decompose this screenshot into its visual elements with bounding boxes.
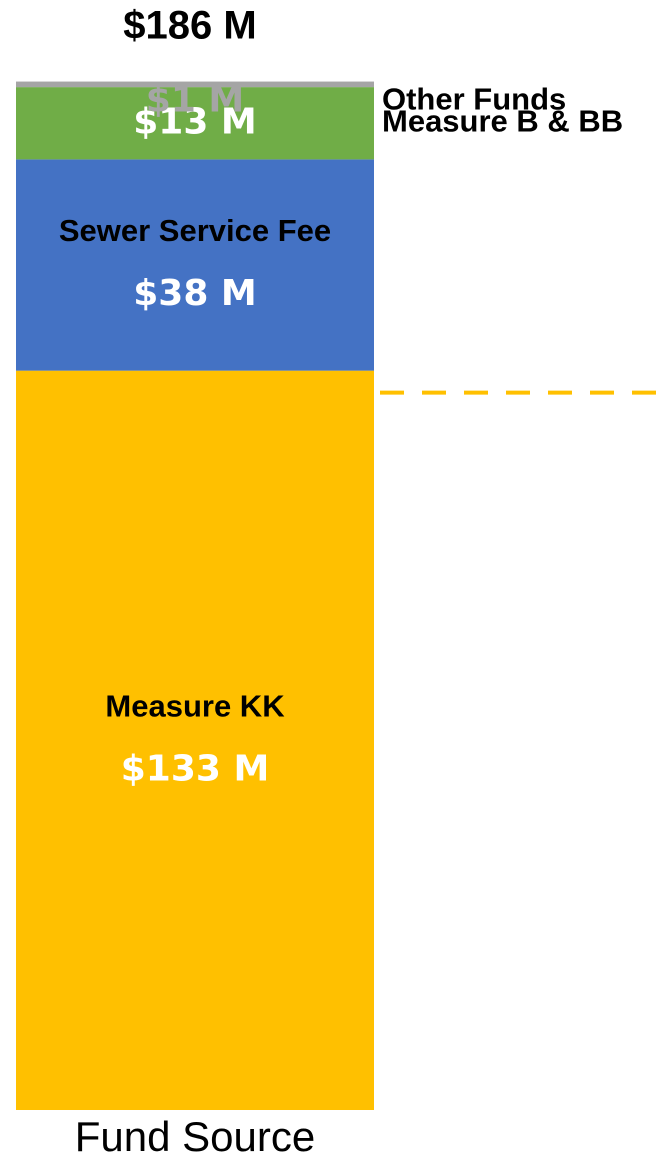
bar-segment	[16, 87, 374, 160]
chart-title: $186 M	[123, 4, 256, 48]
legend-label: Measure B & BB	[382, 103, 623, 138]
value-label: $1 M	[146, 80, 244, 121]
value-label: $13 M	[133, 101, 257, 142]
segment-name: Sewer Service Fee	[59, 213, 331, 248]
x-tick-label: Fund Source	[75, 1113, 315, 1160]
bar-segment	[16, 159, 374, 371]
legend-label: Other Funds	[382, 82, 566, 117]
value-label: $133 M	[121, 748, 270, 789]
bar-segment	[16, 370, 374, 1110]
segment-name: Measure KK	[105, 689, 285, 724]
value-label: $38 M	[133, 273, 257, 314]
bar-segment	[16, 81, 374, 88]
